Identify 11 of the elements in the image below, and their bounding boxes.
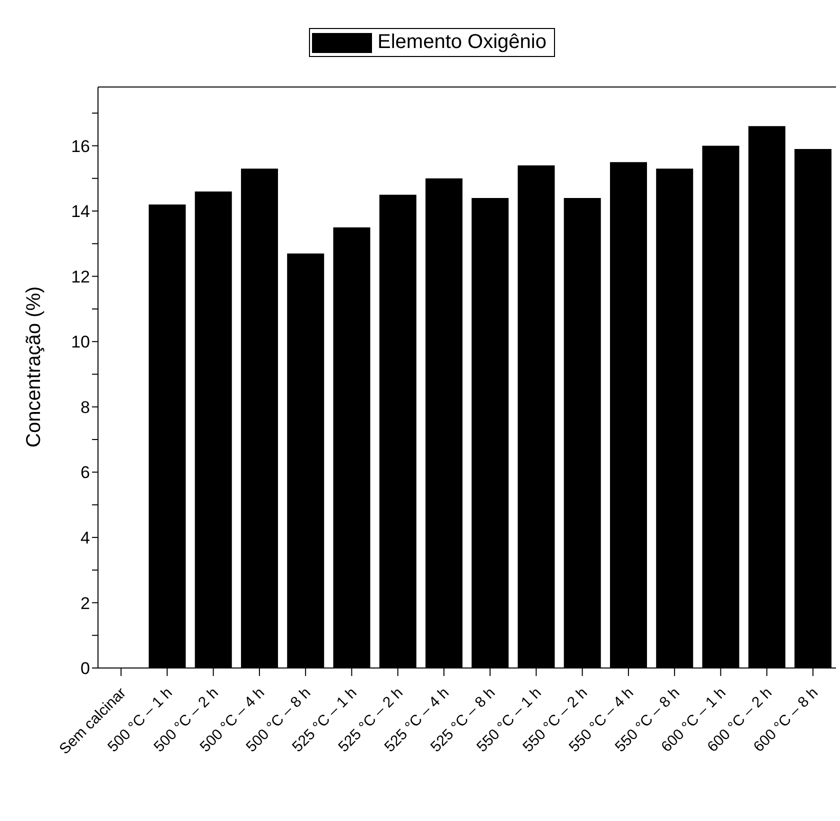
y-tick-label: 8 — [80, 398, 90, 417]
y-tick-label: 4 — [80, 528, 90, 548]
y-tick-label: 10 — [71, 332, 90, 352]
y-tick-label: 16 — [71, 136, 90, 156]
y-tick-label: 0 — [80, 659, 90, 678]
y-axis-title: Concentração (%) — [23, 286, 46, 448]
y-tick-label: 2 — [80, 594, 90, 613]
legend-label: Elemento Oxigênio — [376, 31, 546, 54]
y-tick-label: 6 — [80, 463, 90, 482]
y-tick-label: 12 — [71, 267, 90, 286]
y-tick-label: 14 — [71, 202, 90, 222]
